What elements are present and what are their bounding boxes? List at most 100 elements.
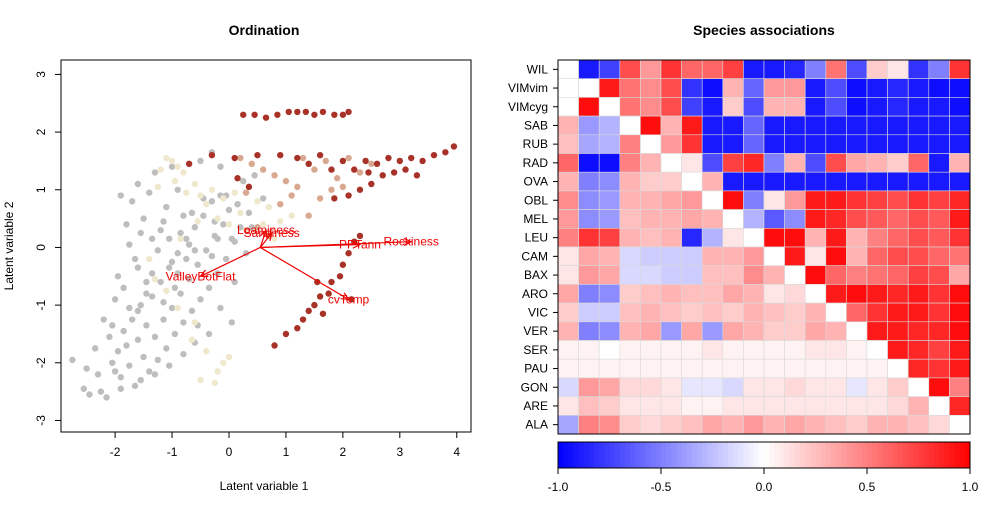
colorbar-step [594, 442, 600, 468]
arrow-head [403, 237, 413, 246]
colorbar-step [774, 442, 780, 468]
colorbar-step [568, 442, 574, 468]
colorbar-step [872, 442, 878, 468]
heatmap-cell [660, 302, 682, 323]
heatmap-cell [578, 265, 600, 285]
heatmap-cell [578, 209, 600, 229]
heatmap-cell [640, 246, 662, 267]
heatmap-cell [866, 97, 888, 117]
heatmap-cell [743, 414, 765, 435]
heatmap-cell [743, 377, 765, 397]
colorbar-step [810, 442, 816, 468]
scatter-point-cream [277, 218, 284, 225]
scatter-point-grey [148, 235, 156, 242]
heatmap-cell [743, 246, 765, 267]
heatmap-cell [640, 284, 662, 304]
heatmap-cell [557, 134, 579, 154]
scatter-point-brown [345, 108, 352, 116]
scatter-point-brown [311, 301, 318, 309]
heatmap-cell [722, 396, 744, 416]
heatmap-title: Species associations [693, 22, 835, 38]
scatter-point-grey [134, 307, 142, 315]
heatmap-cell [557, 228, 579, 248]
heatmap-cell [866, 134, 888, 154]
scatter-point-tan [333, 175, 341, 182]
scatter-point-grey [134, 264, 142, 271]
heatmap-cell [887, 97, 909, 117]
colorbar-step [655, 442, 662, 468]
scatter-point-brown [356, 232, 364, 240]
heatmap-cell [743, 115, 765, 136]
heatmap-cell [907, 396, 930, 416]
heatmap-cell [784, 97, 806, 117]
heatmap-cell [846, 59, 868, 80]
heatmap-cell [722, 171, 744, 192]
colorbar-step [846, 442, 853, 468]
heatmap-cell [763, 78, 785, 98]
scatter-point-tan [339, 183, 347, 191]
scatter-point-brown [285, 108, 292, 116]
heatmap-cell [949, 153, 971, 173]
heatmap-cell [846, 265, 868, 285]
scatter-point-grey [165, 362, 173, 369]
scatter-point-grey [168, 258, 176, 266]
scatter-point-brown [319, 310, 327, 317]
scatter-point-grey [91, 345, 99, 352]
heatmap-cell [640, 321, 662, 341]
heatmap-cell [619, 265, 641, 285]
colorbar-step [939, 442, 945, 468]
scatter-point-grey [143, 322, 150, 329]
heatmap-cell [681, 97, 703, 117]
heatmap-cell [640, 97, 662, 117]
heatmap-cell [866, 246, 888, 267]
scatter-point-grey [177, 229, 184, 237]
heatmap-cell [825, 396, 847, 416]
heatmap-cell [763, 284, 785, 304]
scatter-point-brown [294, 324, 301, 332]
heatmap-cell [743, 190, 765, 210]
colorbar-step [681, 442, 688, 468]
scatter-point-cream [214, 368, 221, 375]
heatmap-cell [846, 284, 868, 304]
heatmap-cell [784, 115, 806, 136]
heatmap-cell [619, 190, 641, 210]
arrow-label: Sandiness [244, 226, 300, 240]
heatmap-cell [804, 414, 827, 435]
heatmap-cell [619, 228, 641, 248]
heatmap-cell [928, 265, 950, 285]
heatmap-cell [825, 246, 847, 267]
heatmap-cell [701, 377, 724, 397]
scatter-point-grey [180, 212, 187, 219]
scatter-point-grey [100, 316, 107, 323]
scatter-point-cream [154, 183, 162, 191]
colorbar-step [717, 442, 724, 468]
scatter-point-grey [137, 229, 144, 237]
heatmap-cell [784, 209, 806, 229]
heatmap-cell [722, 414, 744, 435]
colorbar-tick-label: 1.0 [962, 480, 979, 494]
heatmap-cell [784, 302, 806, 323]
colorbar-tick-label: -1.0 [548, 480, 569, 494]
heatmap-cell [907, 358, 930, 379]
heatmap-cell [681, 78, 703, 98]
heatmap-cell [660, 134, 682, 154]
scatter-point-brown [408, 154, 415, 162]
scatter-point-cream [163, 287, 170, 294]
scatter-point-grey [194, 261, 201, 268]
colorbar-step [676, 442, 683, 468]
row-label: BAX [524, 268, 548, 282]
arrow-label: PPTann [339, 238, 381, 252]
arrow-label: Loaminess [237, 223, 295, 237]
x-tick-label: 0 [226, 445, 233, 459]
colorbar-tick-label: -0.5 [651, 480, 672, 494]
scatter-point-grey [106, 333, 113, 341]
heatmap-cell [949, 302, 971, 323]
scatter-point-cream [174, 163, 181, 170]
colorbar-step [650, 442, 657, 468]
scatter-point-cream [157, 166, 164, 173]
arrow-head [199, 269, 209, 277]
heatmap-cell [784, 59, 806, 80]
heatmap-cell [619, 302, 641, 323]
colorbar-step [887, 442, 894, 468]
heatmap-cell [701, 284, 724, 304]
